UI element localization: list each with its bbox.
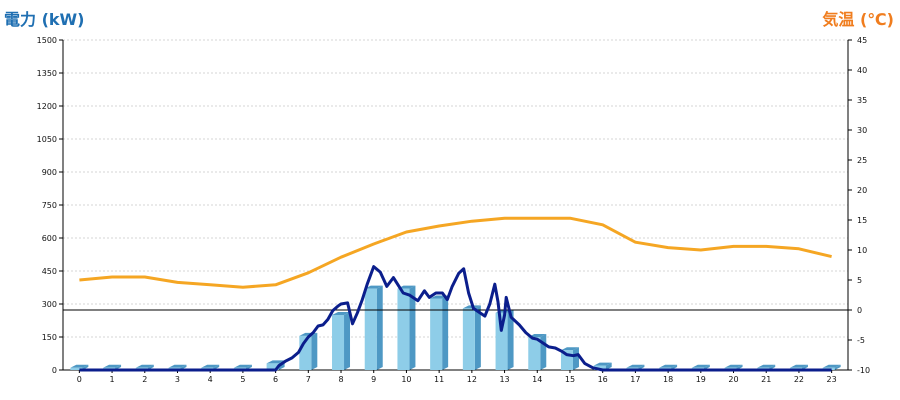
bar-top bbox=[332, 312, 351, 315]
right-tick-label: 35 bbox=[857, 96, 867, 105]
right-tick-label: 10 bbox=[857, 246, 867, 255]
bar-top bbox=[691, 364, 710, 368]
bar bbox=[332, 312, 351, 370]
x-tick-label: 21 bbox=[761, 375, 771, 384]
right-tick-label: 15 bbox=[857, 216, 867, 225]
right-tick-label: 25 bbox=[857, 156, 867, 165]
power-series-line bbox=[79, 265, 832, 372]
x-tick-label: 11 bbox=[434, 375, 444, 384]
x-tick-label: 8 bbox=[338, 375, 343, 384]
bar-top bbox=[135, 364, 154, 368]
bar-side bbox=[540, 334, 547, 370]
right-tick-label: 5 bbox=[857, 276, 862, 285]
bar-top bbox=[70, 364, 89, 368]
bar-top bbox=[266, 360, 285, 364]
x-tick-label: 1 bbox=[110, 375, 115, 384]
right-tick-label: 0 bbox=[857, 306, 862, 315]
left-tick-label: 1050 bbox=[37, 135, 57, 144]
x-tick-label: 22 bbox=[794, 375, 804, 384]
bar-front bbox=[495, 312, 508, 370]
bar-top bbox=[364, 285, 383, 289]
bar-top bbox=[397, 285, 416, 289]
bar-front bbox=[332, 315, 345, 370]
x-tick-label: 2 bbox=[142, 375, 147, 384]
left-tick-label: 1500 bbox=[37, 36, 57, 45]
left-tick-label: 750 bbox=[42, 201, 57, 210]
bar-top bbox=[593, 362, 612, 366]
bar bbox=[430, 295, 449, 370]
bar-side bbox=[605, 362, 612, 370]
bar-top bbox=[528, 334, 547, 337]
bar-top bbox=[757, 364, 776, 368]
right-tick-label: 45 bbox=[857, 36, 867, 45]
x-tick-label: 5 bbox=[240, 375, 245, 384]
bar-side bbox=[507, 309, 514, 370]
bar-top bbox=[822, 364, 841, 368]
bar-side bbox=[409, 285, 416, 370]
bar-side bbox=[344, 312, 351, 370]
bar-front bbox=[397, 288, 410, 370]
right-tick-label: -5 bbox=[857, 336, 865, 345]
x-tick-label: 0 bbox=[77, 375, 82, 384]
left-tick-label: 600 bbox=[42, 234, 57, 243]
bar-front bbox=[462, 308, 475, 370]
bar bbox=[462, 305, 481, 370]
left-tick-label: 150 bbox=[42, 333, 57, 342]
bar-front bbox=[364, 288, 377, 370]
right-tick-label: -10 bbox=[857, 366, 870, 375]
left-tick-label: 300 bbox=[42, 300, 57, 309]
x-tick-label: 23 bbox=[827, 375, 837, 384]
x-tick-label: 16 bbox=[598, 375, 608, 384]
bar-top bbox=[201, 364, 220, 368]
right-tick-label: 20 bbox=[857, 186, 867, 195]
x-tick-label: 3 bbox=[175, 375, 180, 384]
bar-top bbox=[724, 364, 743, 368]
x-tick-label: 13 bbox=[499, 375, 509, 384]
bar-front bbox=[430, 298, 443, 370]
bar bbox=[364, 285, 383, 370]
x-tick-label: 12 bbox=[467, 375, 477, 384]
x-tick-label: 7 bbox=[306, 375, 311, 384]
left-tick-label: 1350 bbox=[37, 69, 57, 78]
bar-side bbox=[442, 295, 449, 370]
x-tick-label: 20 bbox=[728, 375, 738, 384]
x-tick-label: 9 bbox=[371, 375, 376, 384]
x-tick-label: 10 bbox=[401, 375, 411, 384]
left-tick-label: 450 bbox=[42, 267, 57, 276]
bar-side bbox=[311, 332, 318, 370]
bar-top bbox=[560, 347, 579, 351]
bar-front bbox=[266, 363, 279, 370]
x-tick-label: 15 bbox=[565, 375, 575, 384]
x-tick-label: 17 bbox=[630, 375, 640, 384]
temperature-series-line bbox=[79, 216, 832, 289]
bar-top bbox=[659, 364, 678, 368]
left-tick-label: 1200 bbox=[37, 102, 57, 111]
left-axis-title: 電力 (kW) bbox=[4, 10, 85, 29]
bar-top bbox=[103, 364, 122, 368]
right-tick-label: 30 bbox=[857, 126, 867, 135]
bar-top bbox=[789, 364, 808, 368]
x-tick-label: 4 bbox=[208, 375, 213, 384]
x-tick-label: 19 bbox=[696, 375, 706, 384]
bar-top bbox=[233, 364, 252, 368]
bar bbox=[560, 347, 579, 370]
bar-top bbox=[626, 364, 645, 368]
bar-side bbox=[572, 347, 579, 370]
x-tick-label: 18 bbox=[663, 375, 673, 384]
bar-side bbox=[834, 364, 841, 370]
right-tick-label: 40 bbox=[857, 66, 867, 75]
x-tick-label: 14 bbox=[532, 375, 542, 384]
left-tick-label: 900 bbox=[42, 168, 57, 177]
bar-front bbox=[70, 367, 83, 370]
bar-top bbox=[168, 364, 187, 368]
bar-side bbox=[376, 285, 383, 370]
right-axis-title: 気温 (℃) bbox=[822, 10, 894, 29]
bar-side bbox=[474, 305, 481, 370]
bar-front bbox=[528, 337, 541, 370]
left-tick-label: 0 bbox=[52, 366, 57, 375]
x-tick-label: 6 bbox=[273, 375, 278, 384]
bar bbox=[397, 285, 416, 370]
